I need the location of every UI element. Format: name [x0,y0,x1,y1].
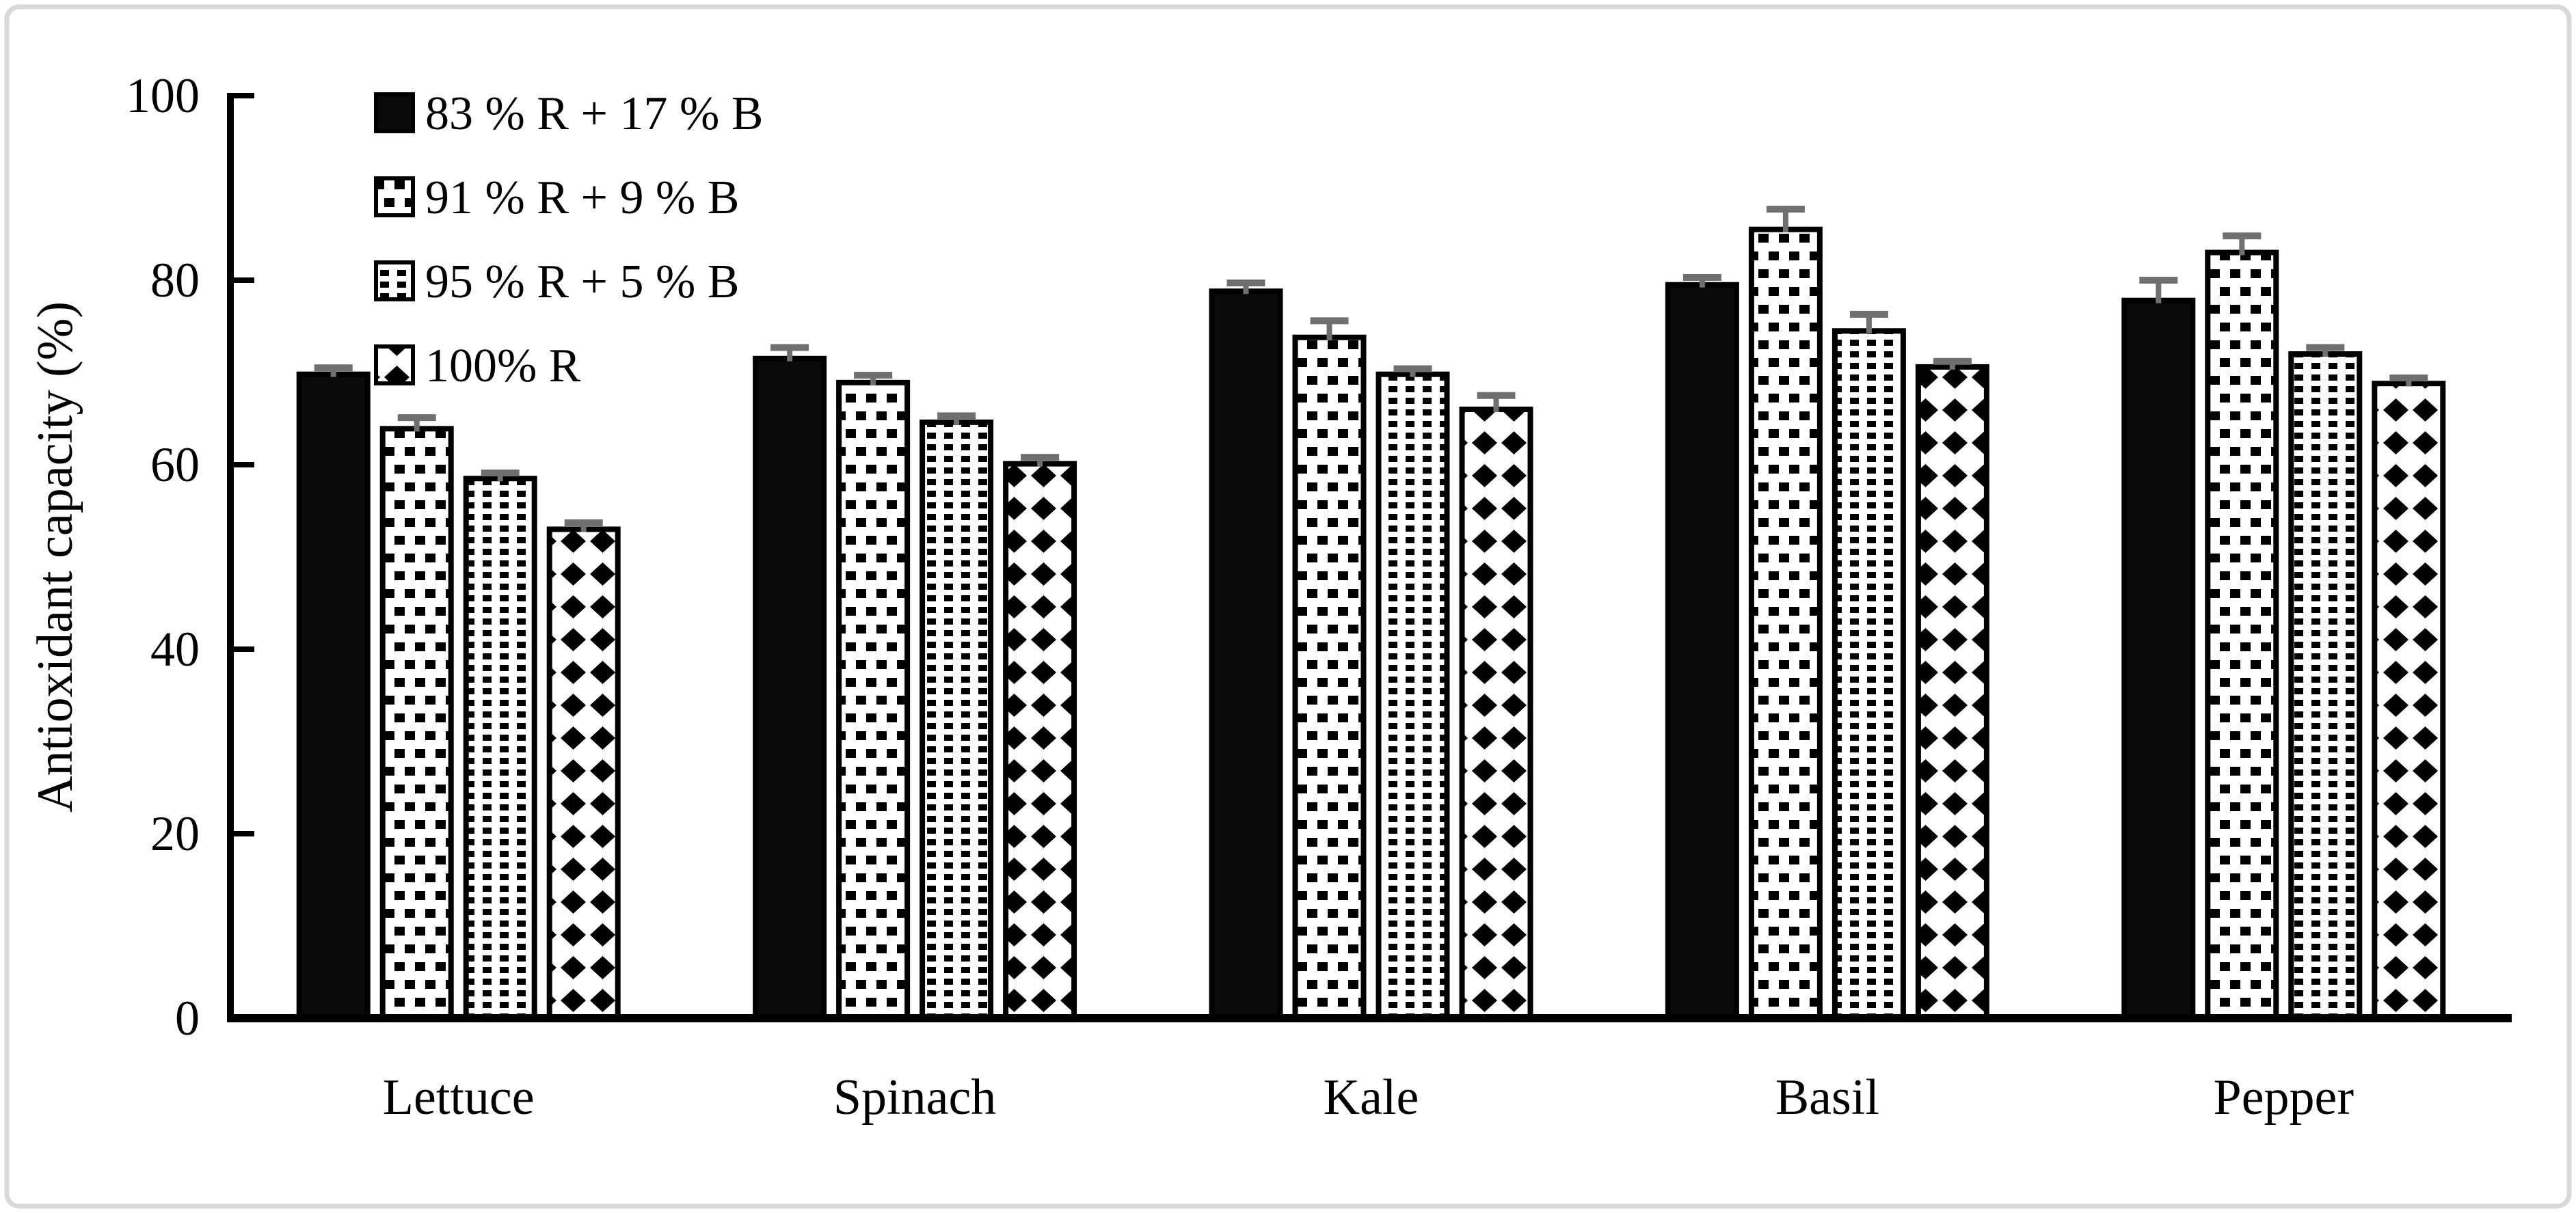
bar-basil-series4 [1915,364,1989,1021]
y-tick-label-80: 80 [150,253,200,308]
y-axis-line [227,93,234,1022]
error-bar-line [414,418,420,432]
error-bar-line [1326,321,1332,340]
error-bar-cap [397,414,436,422]
error-bar-cap [1310,317,1349,325]
error-bar-line [1949,361,1955,370]
y-tick-20 [234,831,254,836]
bar-pepper-series1 [2121,297,2196,1022]
error-bar-cap [1682,273,1721,281]
error-bar-line [2322,347,2329,357]
error-bar-cap [2306,344,2345,351]
legend-item-2: 91 % R + 9 % B [374,172,739,224]
legend-label-1: 83 % R + 17 % B [425,87,763,140]
error-bar-line [2239,236,2245,256]
error-bar-cap [1393,365,1432,372]
legend-label-4: 100% R [425,340,581,392]
bar-pepper-series3 [2288,351,2363,1021]
error-bar-line [1493,395,1499,412]
error-bar-cap [770,344,809,351]
error-bar-line [954,415,960,425]
bar-lettuce-series2 [379,426,454,1021]
error-bar-cap [1766,206,1805,213]
y-tick-40 [234,646,254,652]
error-bar-cap [1226,280,1265,287]
error-bar-cap [314,364,353,372]
legend-swatch-diamonds [374,344,415,385]
category-label-lettuce: Lettuce [383,1069,535,1126]
error-bar-cap [1933,357,1972,365]
legend: 83 % R + 17 % B 91 % R + 9 % B 95 % R + 5 … [374,87,763,392]
y-axis-title: Antioxidant capacity (%) [27,301,83,813]
legend-item-1: 83 % R + 17 % B [374,87,763,140]
error-bar-cap [1849,310,1888,318]
error-bar-line [1037,457,1043,467]
bar-pepper-series4 [2372,381,2446,1021]
bar-kale-series2 [1292,334,1367,1021]
error-bar-line [580,523,587,532]
y-tick-80 [234,277,254,283]
legend-label-2: 91 % R + 9 % B [425,172,739,224]
bar-spinach-series4 [1003,461,1077,1021]
error-bar-line [870,375,876,385]
error-bar-line [1782,209,1788,232]
error-bar-cap [937,412,976,420]
error-bar-line [330,368,336,377]
error-bar-cap [1477,392,1516,399]
error-bar-cap [564,519,603,527]
error-bar-cap [854,372,893,379]
error-bar-cap [2139,277,2178,284]
category-label-spinach: Spinach [833,1069,996,1126]
legend-swatch-solid [374,92,415,133]
error-bar-line [2406,378,2412,387]
legend-label-3: 95 % R + 5 % B [425,256,739,308]
error-bar-cap [1021,454,1060,461]
category-label-kale: Kale [1324,1069,1419,1126]
bar-pepper-series2 [2205,249,2279,1021]
bar-spinach-series2 [836,379,911,1021]
error-bar-line [497,473,503,482]
error-bar-cap [2389,374,2428,382]
category-label-pepper: Pepper [2214,1069,2354,1126]
bar-basil-series1 [1665,282,1739,1021]
legend-swatch-dots [374,260,415,301]
bar-kale-series3 [1376,371,1450,1021]
error-bar-line [1243,283,1249,295]
bars-group [296,226,2446,1022]
y-tick-label-20: 20 [150,806,200,861]
legend-swatch-dashes [374,176,415,217]
y-tick-label-40: 40 [150,622,200,677]
y-tick-100 [234,93,254,98]
bar-kale-series1 [1209,288,1283,1022]
error-bar-line [1699,277,1705,288]
error-bar-line [1410,368,1416,377]
y-tick-60 [234,462,254,467]
error-bar-cap [481,469,520,477]
bar-lettuce-series3 [463,476,537,1021]
error-bar-line [787,347,793,362]
error-bar-line [2156,280,2162,303]
legend-item-3: 95 % R + 5 % B [374,256,739,308]
bar-spinach-series1 [753,355,827,1021]
error-bar-cap [2223,232,2262,240]
y-tick-label-0: 0 [175,991,200,1046]
bar-basil-series3 [1832,328,1906,1021]
x-axis-line [227,1014,2512,1022]
y-tick-label-60: 60 [150,437,200,492]
error-bars-group [314,206,2428,532]
bar-lettuce-series1 [296,371,371,1021]
error-bar-line [1866,314,1872,334]
y-tick-label-100: 100 [126,68,200,123]
bar-spinach-series3 [920,419,994,1021]
category-label-basil: Basil [1775,1069,1879,1126]
legend-item-4: 100% R [374,340,581,392]
bar-kale-series4 [1459,407,1533,1021]
bar-basil-series2 [1748,226,1823,1021]
bar-lettuce-series4 [546,526,621,1021]
